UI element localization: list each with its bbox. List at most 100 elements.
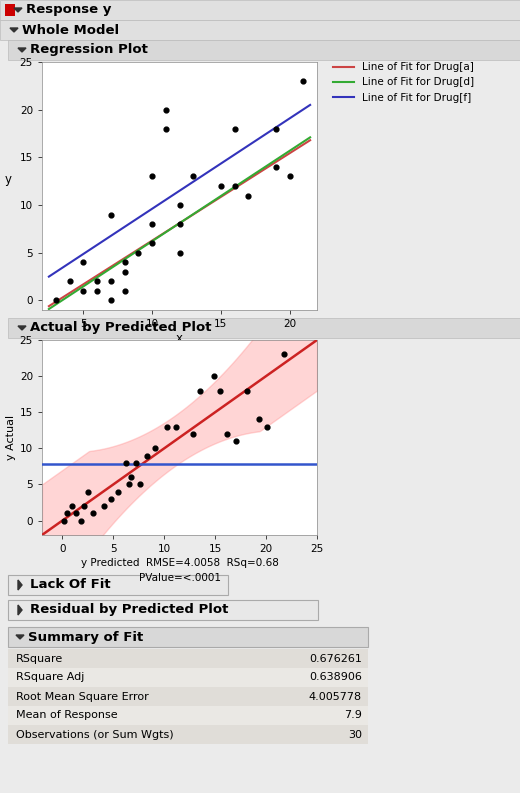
Point [163,420,172,433]
Point [175,199,184,212]
Polygon shape [14,8,22,12]
Text: Summary of Fit: Summary of Fit [28,630,143,643]
Point [121,457,129,469]
Point [60,514,69,527]
Point [51,294,60,307]
Polygon shape [10,28,18,32]
Polygon shape [18,605,22,615]
Bar [8,725,368,744]
Point [263,420,271,433]
Point [230,122,239,135]
Text: 0.638906: 0.638906 [309,672,362,683]
Point [114,485,123,498]
Bar [0,20,520,40]
Point [189,427,197,440]
Point [93,275,101,288]
Point [223,427,231,440]
Point [143,449,151,462]
Point [216,385,225,397]
Point [120,266,128,278]
Text: 30: 30 [348,730,362,740]
Bar [8,649,368,668]
Text: Root Mean Square Error: Root Mean Square Error [16,691,149,702]
Point [80,500,88,512]
Polygon shape [16,635,24,639]
Bar [8,668,368,687]
Bar [8,687,368,706]
Point [244,190,252,202]
Point [120,256,128,269]
Text: Actual by Predicted Plot: Actual by Predicted Plot [30,321,212,335]
Polygon shape [18,326,26,330]
Bar [8,40,520,60]
Point [107,209,115,221]
Polygon shape [18,580,22,590]
Point [196,385,204,397]
Bar [8,706,368,725]
Point [93,285,101,297]
Point [124,478,133,491]
Text: RSquare Adj: RSquare Adj [16,672,84,683]
Point [66,275,74,288]
Bar [0,0,520,20]
Point [172,420,180,433]
Point [148,170,156,183]
Text: Lack Of Fit: Lack Of Fit [30,579,111,592]
Polygon shape [18,48,26,52]
Point [210,370,218,382]
Text: Mean of Response: Mean of Response [16,711,118,721]
Point [107,294,115,307]
Point [120,285,128,297]
Text: 0.676261: 0.676261 [309,653,362,664]
Text: Regression Plot: Regression Plot [30,44,148,56]
Y-axis label: y: y [5,173,12,186]
Point [126,471,135,484]
Y-axis label: y Actual: y Actual [6,415,16,460]
Point [162,122,170,135]
Point [271,122,280,135]
Point [148,237,156,250]
Point [79,256,87,269]
Bar [8,600,318,620]
Point [76,514,85,527]
Point [107,492,115,505]
Point [175,247,184,259]
Text: RSquare: RSquare [16,653,63,664]
Bar [5,4,15,16]
Point [89,507,97,519]
Point [189,170,198,183]
X-axis label: y Predicted  RMSE=4.0058  RSq=0.68
PValue=<.0001: y Predicted RMSE=4.0058 RSq=0.68 PValue=… [81,558,278,583]
Point [63,507,72,519]
Point [299,75,307,87]
Text: Response y: Response y [26,3,111,17]
Point [71,507,80,519]
Point [242,385,251,397]
Point [255,413,263,426]
Point [79,285,87,297]
Bar [8,575,228,595]
Text: 7.9: 7.9 [344,711,362,721]
Point [162,103,170,116]
Point [285,170,294,183]
Point [134,247,142,259]
Bar [8,627,368,647]
Text: Observations (or Sum Wgts): Observations (or Sum Wgts) [16,730,174,740]
Point [175,218,184,231]
Point [151,442,159,454]
X-axis label: x: x [176,331,183,345]
Point [230,180,239,193]
Point [132,457,140,469]
Point [148,218,156,231]
Text: 4.005778: 4.005778 [309,691,362,702]
Point [217,180,225,193]
Point [84,485,92,498]
Text: Whole Model: Whole Model [22,24,119,36]
Point [68,500,76,512]
Point [271,160,280,173]
Point [231,435,240,447]
Text: Residual by Predicted Plot: Residual by Predicted Plot [30,603,228,616]
Point [136,478,144,491]
Bar [8,318,520,338]
Point [280,348,289,361]
Point [100,500,108,512]
